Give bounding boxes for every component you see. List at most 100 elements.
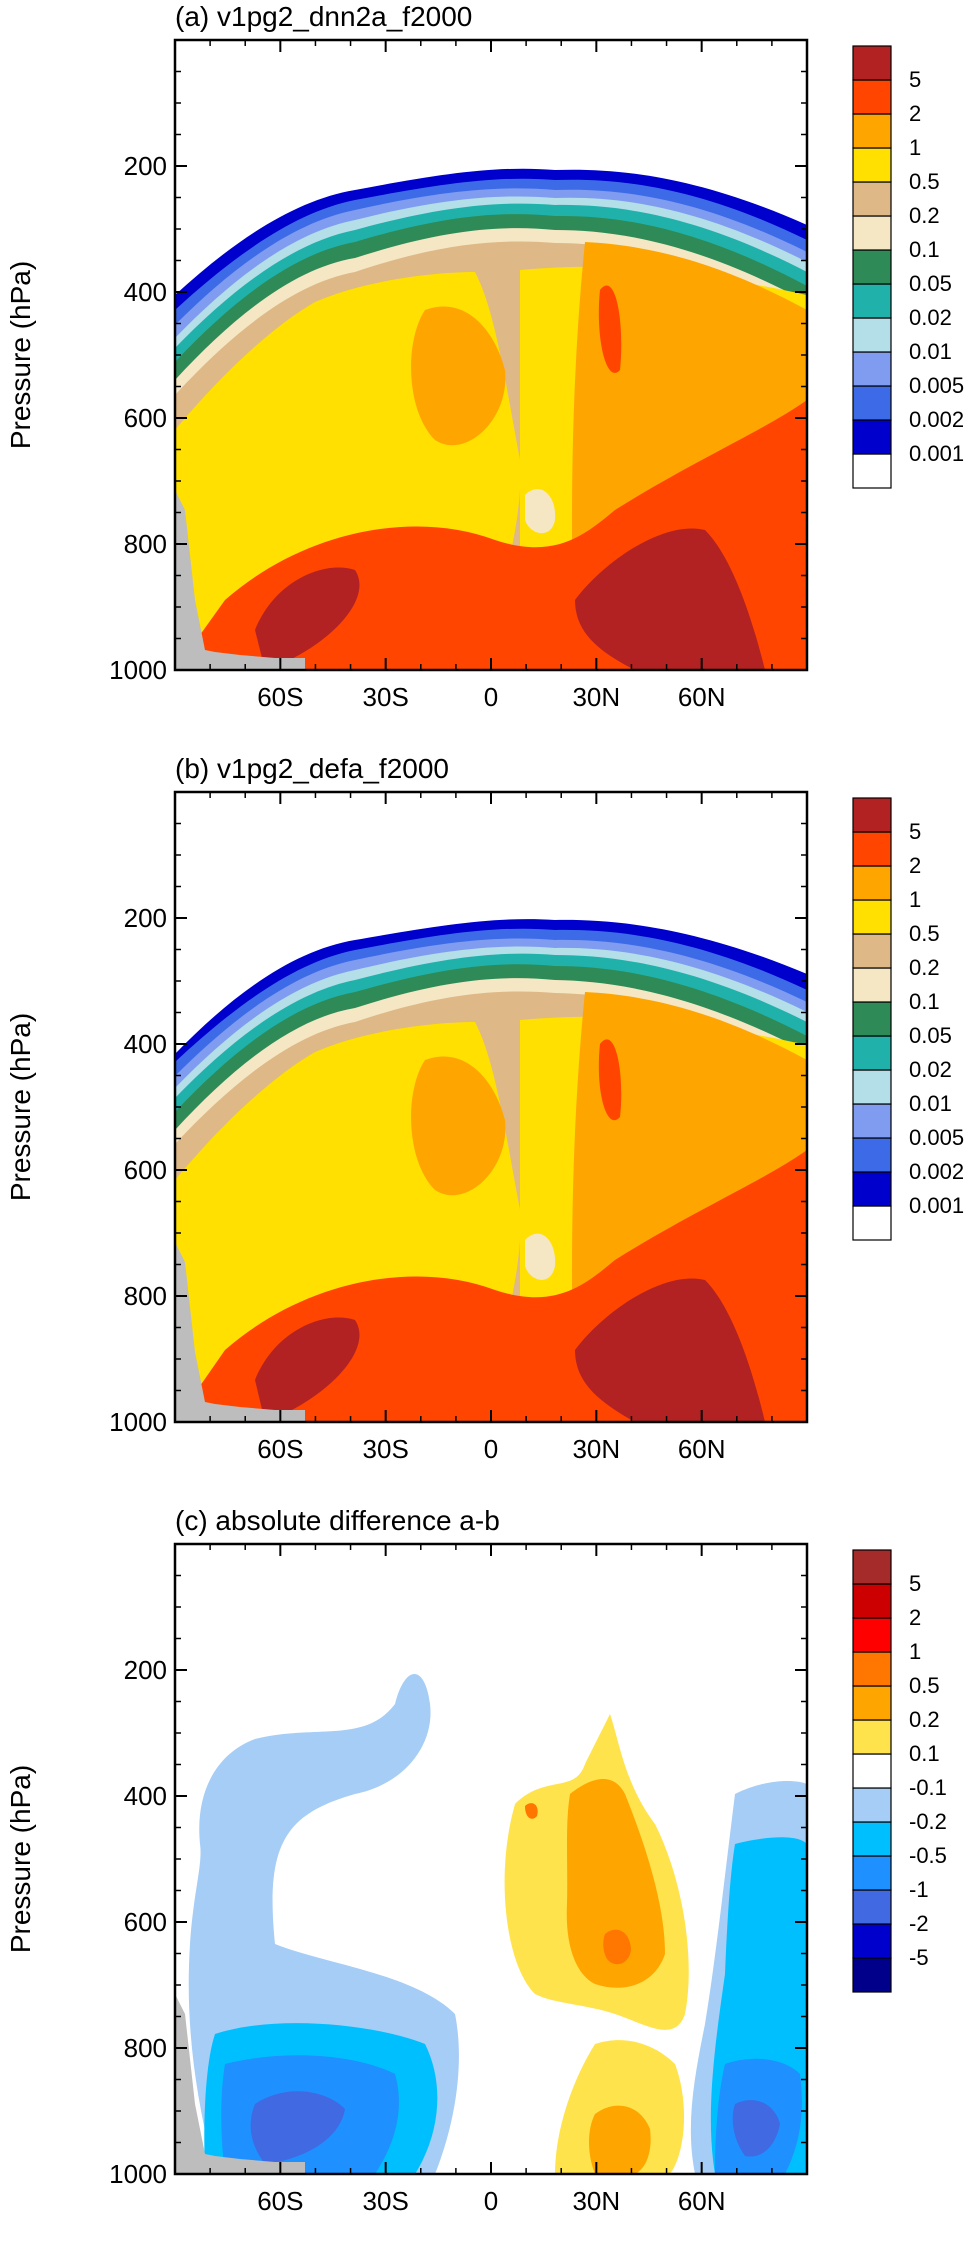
colorbar-swatch <box>852 147 892 183</box>
panel-a-ticks: 200 400 600 800 1000 60S 30S 0 30N 60N <box>109 40 807 712</box>
colorbar-swatch <box>852 1923 892 1959</box>
panel-a-ylabel: Pressure (hPa) <box>5 261 36 449</box>
colorbar-swatch <box>852 1171 892 1207</box>
land-c <box>175 1994 305 2174</box>
colorbar-swatch <box>852 1889 892 1925</box>
y-tick-label: 600 <box>124 1155 167 1185</box>
y-tick-label: 400 <box>124 277 167 307</box>
x-tick-label: 0 <box>484 2186 498 2216</box>
colorbar-swatch <box>852 1719 892 1755</box>
colorbar-swatch <box>852 113 892 149</box>
y-tick-label: 600 <box>124 403 167 433</box>
colorbar-swatch <box>852 865 892 901</box>
colorbar-label: 1 <box>909 135 921 160</box>
colorbar-swatch <box>852 1583 892 1619</box>
colorbar-label: 0.05 <box>909 1023 952 1048</box>
colorbar-swatch <box>852 317 892 353</box>
y-tick-label: 400 <box>124 1781 167 1811</box>
colorbar-label: 0.002 <box>909 1159 964 1184</box>
colorbar-swatch <box>852 1787 892 1823</box>
colorbar-swatch <box>852 1205 892 1241</box>
panel-a-colorbar: 0.001 0.002 0.005 0.01 0.02 0.05 0.1 0.2 0.5 1 2 5 <box>852 45 964 489</box>
colorbar-swatch <box>852 45 892 81</box>
y-tick-label: 800 <box>124 2033 167 2063</box>
colorbar-label: 0.005 <box>909 373 964 398</box>
colorbar-swatch <box>852 1685 892 1721</box>
panel-b-ylabel: Pressure (hPa) <box>5 1013 36 1201</box>
x-tick-label: 30N <box>572 682 620 712</box>
colorbar-label: -5 <box>909 1945 929 1970</box>
y-tick-label: 200 <box>124 151 167 181</box>
field-b-6 <box>255 1278 765 1422</box>
colorbar-swatch <box>852 899 892 935</box>
colorbar-swatch <box>852 797 892 833</box>
colorbar-label: 5 <box>909 819 921 844</box>
colorbar-swatch <box>852 967 892 1003</box>
panel-b-title: (b) v1pg2_defa_f2000 <box>175 753 449 784</box>
x-tick-label: 60N <box>678 682 726 712</box>
x-tick-label: 30S <box>363 682 409 712</box>
x-tick-label: 0 <box>484 1434 498 1464</box>
y-tick-label: 800 <box>124 529 167 559</box>
colorbar-label: 0.005 <box>909 1125 964 1150</box>
colorbar-label: 1 <box>909 1639 921 1664</box>
colorbar-label: 0.1 <box>909 237 940 262</box>
panel-a-field <box>175 40 807 670</box>
y-tick-label: 200 <box>124 1655 167 1685</box>
field-b-pocket <box>525 1233 556 1280</box>
panel-b-ticks: 200 400 600 800 1000 60S 30S 0 30N 60N <box>109 792 807 1464</box>
colorbar-label: 1 <box>909 887 921 912</box>
colorbar-swatch <box>852 453 892 489</box>
panel-b-field <box>175 792 807 1422</box>
colorbar-label: -2 <box>909 1911 929 1936</box>
colorbar-swatch <box>852 419 892 455</box>
colorbar-swatch <box>852 1001 892 1037</box>
x-tick-label: 0 <box>484 682 498 712</box>
panel-b-colorbar: 0.001 0.002 0.005 0.01 0.02 0.05 0.1 0.2 0.5 1 2 5 <box>852 797 964 1241</box>
panel-c-ticks: 200 400 600 800 1000 60S 30S 0 30N 60N <box>109 1544 807 2216</box>
x-tick-label: 30S <box>363 2186 409 2216</box>
colorbar-swatch <box>852 1069 892 1105</box>
colorbar-swatch <box>852 831 892 867</box>
diff-neg-strong <box>221 2055 802 2174</box>
colorbar-swatch <box>852 1821 892 1857</box>
land-a <box>175 490 305 670</box>
x-tick-label: 60S <box>257 2186 303 2216</box>
colorbar-swatch <box>852 1035 892 1071</box>
colorbar-swatch <box>852 1855 892 1891</box>
panel-c-ylabel: Pressure (hPa) <box>5 1765 36 1953</box>
field-a-pocket <box>525 489 556 534</box>
colorbar-label: 2 <box>909 853 921 878</box>
colorbar-label: 0.5 <box>909 921 940 946</box>
colorbar-label: -1 <box>909 1877 929 1902</box>
colorbar-label: 0.1 <box>909 1741 940 1766</box>
colorbar-swatch <box>852 1753 892 1789</box>
y-tick-label: 1000 <box>109 2159 167 2189</box>
colorbar-label: 0.01 <box>909 339 952 364</box>
x-tick-label: 60S <box>257 682 303 712</box>
colorbar-swatch <box>852 181 892 217</box>
x-tick-label: 60S <box>257 1434 303 1464</box>
panel-c-title: (c) absolute difference a-b <box>175 1505 500 1536</box>
colorbar-swatch <box>852 351 892 387</box>
y-tick-label: 1000 <box>109 655 167 685</box>
panel-c-colorbar: -5 -2 -1 -0.5 -0.2 -0.1 0.1 0.2 0.5 1 2 5 <box>852 1549 947 1993</box>
colorbar-label: 0.5 <box>909 1673 940 1698</box>
panel-c: (c) absolute difference a-b 200 400 600 800… <box>5 1505 947 2216</box>
colorbar-swatch <box>852 933 892 969</box>
diff-neg-1 <box>250 2091 780 2164</box>
land-b <box>175 1242 305 1422</box>
colorbar-label: 0.02 <box>909 1057 952 1082</box>
colorbar-label: 0.2 <box>909 203 940 228</box>
colorbar-swatch <box>852 249 892 285</box>
panel-a: (a) v1pg2_dnn2a_f2000 <box>5 1 964 712</box>
colorbar-label: 0.1 <box>909 989 940 1014</box>
colorbar-label: 0.001 <box>909 1193 964 1218</box>
x-tick-label: 60N <box>678 1434 726 1464</box>
colorbar-label: 0.5 <box>909 169 940 194</box>
x-tick-label: 30N <box>572 2186 620 2216</box>
colorbar-label: -0.1 <box>909 1775 947 1800</box>
colorbar-label: 0.2 <box>909 1707 940 1732</box>
